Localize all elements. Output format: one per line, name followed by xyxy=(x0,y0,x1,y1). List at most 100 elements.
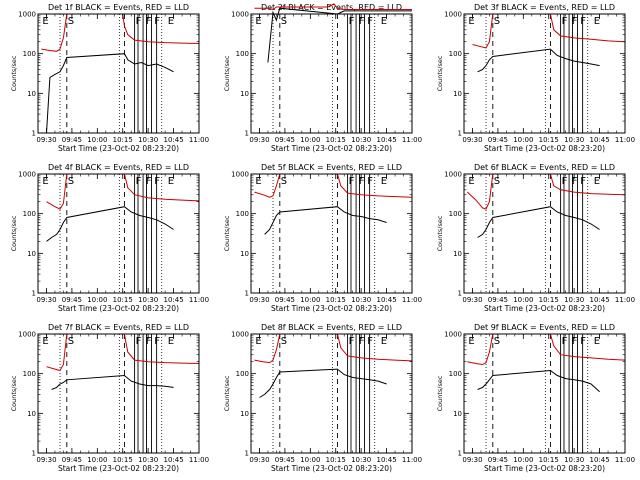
plot-frame xyxy=(37,333,200,454)
y-tick-label: 1000 xyxy=(18,171,36,179)
plot-frame xyxy=(463,13,626,134)
flag-label: S xyxy=(68,336,74,347)
x-tick-label: 09:45 xyxy=(62,296,82,304)
x-tick-label: 10:15 xyxy=(539,296,559,304)
flag-label: S xyxy=(494,336,500,347)
y-tick-label: 1 xyxy=(245,450,249,458)
x-tick-label: 10:30 xyxy=(351,136,371,144)
flag-label: F xyxy=(562,16,568,27)
y-tick-label: 1000 xyxy=(18,11,36,19)
flag-label: F xyxy=(349,176,355,187)
lld-series-line xyxy=(467,173,626,210)
y-tick-label: 100 xyxy=(23,210,36,218)
lld-series-line xyxy=(254,173,413,198)
y-tick-label: 100 xyxy=(236,210,249,218)
plot-frame xyxy=(37,173,200,294)
flag-label: F xyxy=(367,16,373,27)
flag-label: S xyxy=(281,336,287,347)
x-tick-label: 10:00 xyxy=(87,456,107,464)
flag-label: F xyxy=(562,176,568,187)
x-tick-label: 10:00 xyxy=(513,456,533,464)
flag-label: E xyxy=(255,336,261,347)
x-axis-label: Start Time (23-Oct-02 08:23:20) xyxy=(484,144,605,153)
flag-label: F xyxy=(572,336,578,347)
y-tick-label: 1 xyxy=(245,130,249,138)
flag-label: E xyxy=(594,336,600,347)
y-tick-label: 1 xyxy=(32,130,36,138)
flag-label: F xyxy=(367,176,373,187)
lld-series-line xyxy=(254,3,412,11)
flag-label: F xyxy=(580,336,586,347)
lld-series-line xyxy=(254,333,413,364)
x-tick-label: 10:45 xyxy=(163,136,183,144)
x-tick-label: 11:00 xyxy=(402,136,422,144)
events-series-line xyxy=(477,48,600,73)
lld-series-line xyxy=(472,13,626,49)
flag-label: F xyxy=(572,176,578,187)
x-tick-label: 11:00 xyxy=(615,136,635,144)
flag-label: E xyxy=(468,336,474,347)
x-tick-label: 10:45 xyxy=(376,456,396,464)
flag-label: S xyxy=(494,176,500,187)
x-axis-label: Start Time (23-Oct-02 08:23:20) xyxy=(271,144,392,153)
events-series-line xyxy=(46,206,174,242)
y-tick-label: 10 xyxy=(453,90,462,98)
flag-label: F xyxy=(359,336,365,347)
flag-label: E xyxy=(168,176,174,187)
flag-label: S xyxy=(281,16,287,27)
x-tick-label: 10:30 xyxy=(564,296,584,304)
y-axis-label: Counts/sec xyxy=(10,55,18,91)
y-tick-label: 1 xyxy=(458,290,462,298)
x-tick-label: 09:30 xyxy=(249,136,269,144)
flag-label: E xyxy=(42,336,48,347)
x-tick-label: 09:30 xyxy=(462,136,482,144)
panel-title: Det 5f BLACK = Events, RED = LLD xyxy=(261,163,402,172)
x-tick-label: 11:00 xyxy=(189,136,209,144)
x-tick-label: 10:45 xyxy=(376,136,396,144)
flag-label: F xyxy=(146,176,152,187)
flag-label: E xyxy=(594,16,600,27)
y-tick-label: 1 xyxy=(458,450,462,458)
flag-label: S xyxy=(68,176,74,187)
flag-label: F xyxy=(367,336,373,347)
x-tick-label: 09:45 xyxy=(275,136,295,144)
panel-title: Det 9f BLACK = Events, RED = LLD xyxy=(474,323,615,332)
y-tick-label: 100 xyxy=(236,50,249,58)
flag-label: E xyxy=(468,16,474,27)
flag-label: F xyxy=(349,336,355,347)
x-tick-label: 10:30 xyxy=(138,136,158,144)
x-tick-label: 10:00 xyxy=(513,296,533,304)
y-tick-label: 1000 xyxy=(444,331,462,339)
flag-label: F xyxy=(136,176,142,187)
flag-label: E xyxy=(42,16,48,27)
x-tick-label: 09:45 xyxy=(275,296,295,304)
y-tick-label: 100 xyxy=(23,50,36,58)
x-tick-label: 11:00 xyxy=(615,296,635,304)
y-axis-label: Counts/sec xyxy=(223,375,231,411)
y-tick-label: 1 xyxy=(458,130,462,138)
y-tick-label: 1000 xyxy=(231,11,249,19)
x-tick-label: 11:00 xyxy=(615,456,635,464)
panel-title: Det 6f BLACK = Events, RED = LLD xyxy=(474,163,615,172)
x-tick-label: 10:00 xyxy=(300,136,320,144)
x-axis-label: Start Time (23-Oct-02 08:23:20) xyxy=(58,304,179,313)
flag-label: S xyxy=(281,176,287,187)
x-tick-label: 11:00 xyxy=(189,456,209,464)
x-axis-label: Start Time (23-Oct-02 08:23:20) xyxy=(58,464,179,473)
x-tick-label: 10:00 xyxy=(87,136,107,144)
y-axis-label: Counts/sec xyxy=(10,215,18,251)
panel-title: Det 1f BLACK = Events, RED = LLD xyxy=(48,3,189,12)
flag-label: E xyxy=(168,336,174,347)
x-tick-label: 09:45 xyxy=(62,456,82,464)
y-tick-label: 10 xyxy=(453,410,462,418)
y-tick-label: 10 xyxy=(453,250,462,258)
flag-label: F xyxy=(154,176,160,187)
panel-title: Det 8f BLACK = Events, RED = LLD xyxy=(261,323,402,332)
lld-series-line xyxy=(46,333,200,372)
x-tick-label: 10:15 xyxy=(326,296,346,304)
